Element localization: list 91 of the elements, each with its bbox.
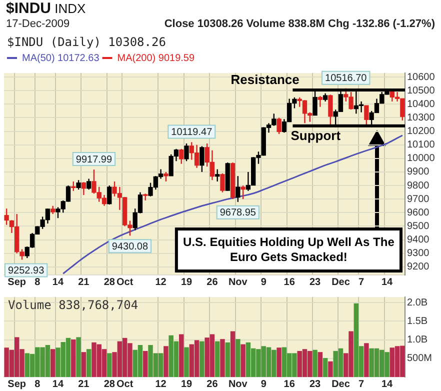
x-tick-label: 28 — [104, 378, 116, 390]
text: Close 10308.26 Volume 838.8M Chg -132.86 (-1.27%) — [164, 17, 435, 32]
x-tick-label: Oct — [116, 276, 134, 288]
annotation: 10516.70 — [325, 73, 368, 84]
bar — [184, 347, 189, 377]
y-tick-label: 10300 — [407, 112, 436, 124]
annotation: 9430.08 — [112, 241, 148, 252]
x-tick-label: 16 — [284, 276, 296, 288]
bar — [220, 339, 225, 377]
x-tick-label: 16 — [284, 378, 296, 390]
bar — [225, 342, 230, 377]
y-tick-label: 10000 — [407, 153, 436, 164]
x-tick-label: 28 — [104, 276, 116, 288]
x-tick-label: 7 — [358, 276, 365, 288]
x-tick-label: Sep — [8, 378, 26, 390]
annotation: 10119.47 — [171, 126, 213, 138]
y-tick-label: 1.0B — [407, 334, 428, 346]
ref-line-label: Resistance — [230, 72, 300, 88]
x-tick-label: Dec — [332, 276, 350, 288]
bar — [71, 339, 76, 377]
bar — [318, 352, 323, 377]
bar — [364, 343, 369, 377]
x-tick-label: Dec — [332, 378, 350, 390]
x-tick-label: Nov — [228, 378, 248, 390]
x-tick-label: 14 — [52, 276, 64, 288]
annotation: 9917.99 — [76, 154, 112, 166]
x-tick-label: 26 — [206, 378, 218, 390]
x-tick-label: 12 — [155, 276, 167, 288]
x-tick-label: 19 — [180, 276, 193, 288]
y-tick-label: 500M — [407, 353, 432, 364]
bar — [107, 353, 112, 377]
bar — [86, 349, 92, 377]
ref-line-label: Support — [290, 128, 342, 143]
x-tick-label: 23 — [309, 378, 322, 390]
bar — [50, 349, 56, 377]
bar — [328, 361, 333, 377]
y-tick-label: 10100 — [407, 140, 436, 151]
y-tick-label: 1.5B — [407, 316, 428, 327]
y-tick-label: 9700 — [407, 194, 430, 205]
bar — [322, 358, 328, 377]
bar — [179, 334, 184, 377]
x-tick-label: 12 — [155, 378, 167, 390]
annotation: U.S. Equities Holding Up Well As The Euro Gets Smacked! — [183, 234, 395, 264]
bar — [81, 352, 86, 377]
x-tick-label: 8 — [34, 276, 41, 288]
x-tick-label: Oct — [116, 378, 134, 390]
bar — [164, 346, 168, 377]
text: INDX — [54, 1, 86, 16]
bar — [236, 339, 240, 377]
x-tick-label: 14 — [52, 378, 64, 390]
bar — [214, 341, 220, 377]
bar — [200, 341, 204, 377]
annotation: 9678.95 — [220, 208, 256, 219]
bar — [230, 331, 236, 377]
x-tick-label: 14 — [381, 378, 394, 390]
y-tick-label: 9900 — [407, 166, 430, 178]
x-tick-label: 23 — [309, 276, 322, 288]
x-tick-label: 9 — [260, 276, 267, 288]
y-tick-label: 9400 — [407, 234, 430, 246]
y-tick-label: 9200 — [407, 262, 430, 273]
bar — [276, 348, 282, 377]
y-tick-label: 9500 — [407, 220, 430, 232]
x-tick-label: 21 — [78, 276, 90, 288]
chart-title: $INDU — [6, 0, 52, 17]
legend-label: MA(50) 10172.63 — [22, 52, 100, 64]
x-tick-label: 21 — [78, 378, 90, 390]
legend-label: MA(200) 9019.59 — [117, 52, 195, 64]
x-tick-label: 7 — [358, 378, 365, 390]
bar — [76, 337, 81, 377]
x-tick-label: 8 — [34, 378, 41, 390]
y-tick-label: 10400 — [407, 98, 436, 110]
x-tick-label: 26 — [206, 276, 218, 288]
x-tick-label: Sep — [8, 276, 26, 288]
y-tick-label: 9300 — [407, 248, 430, 260]
bar — [312, 350, 318, 377]
x-tick-label: 19 — [180, 378, 193, 390]
bar — [143, 350, 148, 377]
x-tick-label: 14 — [381, 276, 394, 288]
annotation: 9252.93 — [8, 265, 45, 276]
text: $INDU (Daily) 10308.26 — [7, 35, 166, 50]
y-tick-label: 10200 — [407, 126, 436, 138]
y-tick-label: 9600 — [407, 207, 430, 218]
y-tick-label: 2.0B — [407, 297, 428, 308]
y-tick-label: 10600 — [407, 72, 436, 83]
text: 17-Dec-2009 — [6, 17, 70, 32]
x-tick-label: Nov — [228, 276, 248, 288]
x-tick-label: 9 — [260, 378, 267, 390]
y-tick-label: 9800 — [407, 180, 430, 192]
y-tick-label: 10500 — [407, 85, 436, 96]
annotation: Volume 838,768,704 — [8, 298, 138, 312]
bar — [240, 344, 246, 377]
